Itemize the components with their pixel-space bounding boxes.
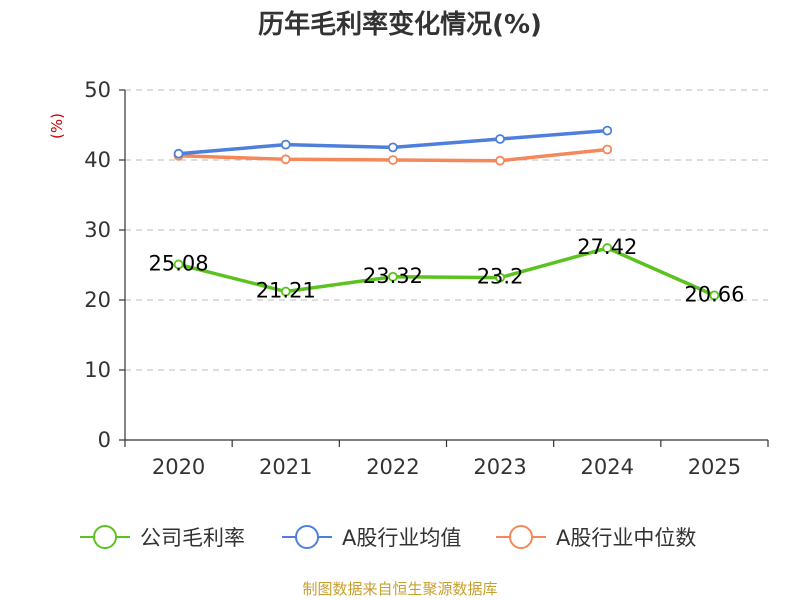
data-point[interactable] (173, 259, 184, 270)
data-point[interactable] (173, 148, 184, 159)
data-point[interactable] (280, 154, 291, 165)
legend-label: A股行业中位数 (556, 526, 696, 550)
data-label: 23.32 (363, 264, 423, 288)
y-tick-label: 30 (84, 218, 111, 242)
data-point[interactable] (280, 139, 291, 150)
data-labels: 25.08 21.21 23.32 23.2 27.42 20.66 (149, 235, 745, 306)
series-lines (173, 125, 720, 301)
legend-item-0[interactable]: 公司毛利率 (80, 525, 245, 550)
legend-item-1[interactable]: A股行业均值 (282, 525, 461, 550)
axes: 0 10 20 30 40 50 2020 2021 2022 2023 2024 2025 (84, 78, 769, 479)
x-tick-label: 2021 (259, 455, 312, 479)
source-note: 制图数据来自恒生聚源数据库 (302, 580, 497, 598)
legend-label: A股行业均值 (342, 526, 461, 550)
legend-marker (295, 525, 319, 549)
data-label: 20.66 (684, 282, 744, 306)
x-tick-label: 2025 (688, 455, 741, 479)
y-tick-label: 40 (84, 148, 111, 172)
data-point[interactable] (388, 271, 398, 282)
data-point[interactable] (495, 134, 505, 144)
y-axis-unit: (%) (48, 113, 66, 139)
y-tick-label: 50 (84, 78, 111, 102)
legend-marker (509, 525, 533, 549)
y-tick-label: 10 (84, 358, 111, 382)
data-label: 21.21 (256, 279, 316, 303)
x-tick-label: 2024 (581, 455, 634, 479)
data-point[interactable] (388, 142, 398, 153)
data-point[interactable] (602, 144, 613, 155)
data-point[interactable] (602, 243, 613, 253)
x-tick-label: 2023 (473, 455, 526, 479)
data-point[interactable] (280, 286, 291, 297)
legend-marker (93, 525, 117, 549)
x-tick-label: 2022 (366, 455, 419, 479)
legend-label: 公司毛利率 (140, 526, 245, 550)
data-point[interactable] (495, 155, 505, 166)
y-tick-label: 0 (98, 428, 111, 452)
legend[interactable]: 公司毛利率 A股行业均值 A股行业中位数 (80, 525, 696, 550)
data-point[interactable] (602, 125, 613, 136)
data-point[interactable] (388, 155, 398, 165)
y-tick-label: 20 (84, 288, 111, 312)
gridlines (125, 89, 768, 371)
data-point[interactable] (709, 290, 720, 301)
data-label: 23.2 (477, 265, 524, 289)
legend-item-2[interactable]: A股行业中位数 (496, 525, 696, 550)
series-line-0 (178, 246, 716, 297)
data-label: 27.42 (577, 235, 637, 259)
data-point[interactable] (495, 272, 505, 283)
x-tick-label: 2020 (152, 455, 205, 479)
chart-title: 历年毛利率变化情况(%) (258, 9, 542, 40)
data-label: 25.08 (149, 251, 209, 275)
